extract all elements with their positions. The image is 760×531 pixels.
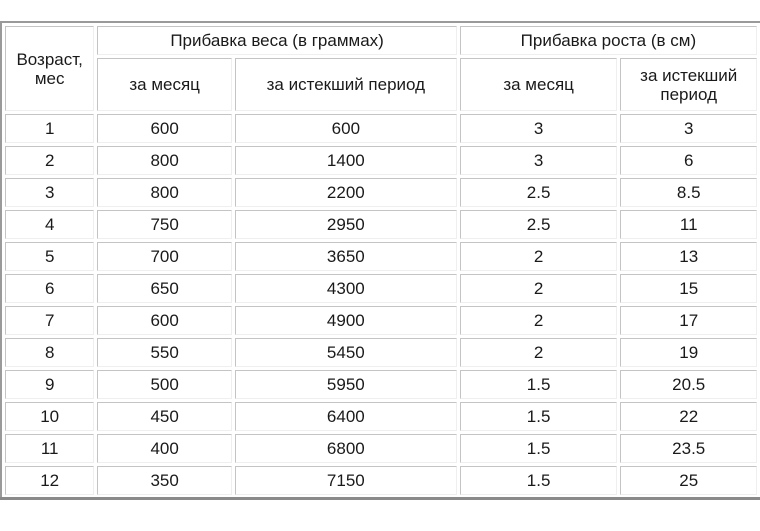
height-total-cell: 19: [620, 338, 757, 367]
weight-per-month-cell: 350: [97, 466, 232, 495]
weight-per-month-cell: 500: [97, 370, 232, 399]
weight-total-cell: 6800: [234, 434, 457, 463]
table-row: 6 650 4300 2 15: [5, 274, 757, 303]
height-total-cell: 20.5: [620, 370, 757, 399]
table-body: Возраст, мес Прибавка веса (в граммах) П…: [5, 26, 757, 495]
height-per-month-cell: 1.5: [459, 402, 618, 431]
table-row: 8 550 5450 2 19: [5, 338, 757, 367]
height-total-cell: 22: [620, 402, 757, 431]
weight-total-cell: 1400: [234, 146, 457, 175]
height-total-cell: 11: [620, 210, 757, 239]
weight-total-cell: 5450: [234, 338, 457, 367]
height-per-month-cell: 2: [459, 274, 618, 303]
age-cell: 9: [5, 370, 95, 399]
age-cell: 2: [5, 146, 95, 175]
weight-total-cell: 6400: [234, 402, 457, 431]
weight-per-month-cell: 800: [97, 146, 232, 175]
weight-total-cell: 7150: [234, 466, 457, 495]
height-total-cell: 17: [620, 306, 757, 335]
weight-per-month-cell: 800: [97, 178, 232, 207]
header-row-columns: за месяц за истекший период за месяц за …: [5, 58, 757, 111]
weight-per-month-header: за месяц: [97, 58, 232, 111]
growth-table: Возраст, мес Прибавка веса (в граммах) П…: [2, 23, 760, 498]
height-per-month-cell: 2.5: [459, 210, 618, 239]
table-row: 10 450 6400 1.5 22: [5, 402, 757, 431]
weight-total-cell: 2950: [234, 210, 457, 239]
height-total-cell: 8.5: [620, 178, 757, 207]
height-per-month-cell: 2: [459, 242, 618, 271]
table-row: 5 700 3650 2 13: [5, 242, 757, 271]
age-header-line1: Возраст,: [16, 49, 83, 69]
height-per-month-cell: 1.5: [459, 434, 618, 463]
table-frame-left: [0, 21, 2, 499]
height-total-cell: 13: [620, 242, 757, 271]
height-total-cell: 3: [620, 114, 757, 143]
age-header: Возраст, мес: [5, 26, 95, 111]
weight-total-cell: 3650: [234, 242, 457, 271]
age-cell: 4: [5, 210, 95, 239]
weight-total-cell: 4900: [234, 306, 457, 335]
age-cell: 12: [5, 466, 95, 495]
weight-per-month-cell: 600: [97, 114, 232, 143]
weight-per-month-cell: 750: [97, 210, 232, 239]
height-per-month-cell: 3: [459, 114, 618, 143]
table-row: 1 600 600 3 3: [5, 114, 757, 143]
weight-per-month-cell: 400: [97, 434, 232, 463]
height-total-header-line1: за истекший: [640, 65, 738, 85]
table-row: 12 350 7150 1.5 25: [5, 466, 757, 495]
height-total-header-line2: период: [660, 84, 718, 104]
table-row: 3 800 2200 2.5 8.5: [5, 178, 757, 207]
weight-group-header: Прибавка веса (в граммах): [97, 26, 457, 55]
weight-total-cell: 600: [234, 114, 457, 143]
age-header-line2: мес: [34, 68, 65, 88]
weight-per-month-cell: 600: [97, 306, 232, 335]
height-total-cell: 23.5: [620, 434, 757, 463]
height-per-month-cell: 3: [459, 146, 618, 175]
weight-total-cell: 4300: [234, 274, 457, 303]
age-cell: 1: [5, 114, 95, 143]
table-row: 11 400 6800 1.5 23.5: [5, 434, 757, 463]
weight-total-cell: 5950: [234, 370, 457, 399]
height-per-month-cell: 2: [459, 338, 618, 367]
table-frame-bottom: [0, 497, 760, 500]
height-per-month-header: за месяц: [459, 58, 618, 111]
height-total-cell: 15: [620, 274, 757, 303]
table-frame-top: [0, 21, 760, 23]
weight-per-month-cell: 700: [97, 242, 232, 271]
age-cell: 6: [5, 274, 95, 303]
height-total-cell: 6: [620, 146, 757, 175]
height-total-header: за истекший период: [620, 58, 757, 111]
age-cell: 8: [5, 338, 95, 367]
height-per-month-cell: 2: [459, 306, 618, 335]
height-per-month-cell: 1.5: [459, 370, 618, 399]
weight-per-month-cell: 650: [97, 274, 232, 303]
weight-per-month-cell: 450: [97, 402, 232, 431]
header-row-groups: Возраст, мес Прибавка веса (в граммах) П…: [5, 26, 757, 111]
age-cell: 10: [5, 402, 95, 431]
height-group-header: Прибавка роста (в см): [459, 26, 757, 55]
age-cell: 11: [5, 434, 95, 463]
height-total-cell: 25: [620, 466, 757, 495]
weight-per-month-cell: 550: [97, 338, 232, 367]
weight-total-header: за истекший период: [234, 58, 457, 111]
height-per-month-cell: 1.5: [459, 466, 618, 495]
height-per-month-cell: 2.5: [459, 178, 618, 207]
table-row: 2 800 1400 3 6: [5, 146, 757, 175]
age-cell: 5: [5, 242, 95, 271]
table-row: 4 750 2950 2.5 11: [5, 210, 757, 239]
table-row: 7 600 4900 2 17: [5, 306, 757, 335]
age-cell: 3: [5, 178, 95, 207]
weight-total-cell: 2200: [234, 178, 457, 207]
table-row: 9 500 5950 1.5 20.5: [5, 370, 757, 399]
age-cell: 7: [5, 306, 95, 335]
